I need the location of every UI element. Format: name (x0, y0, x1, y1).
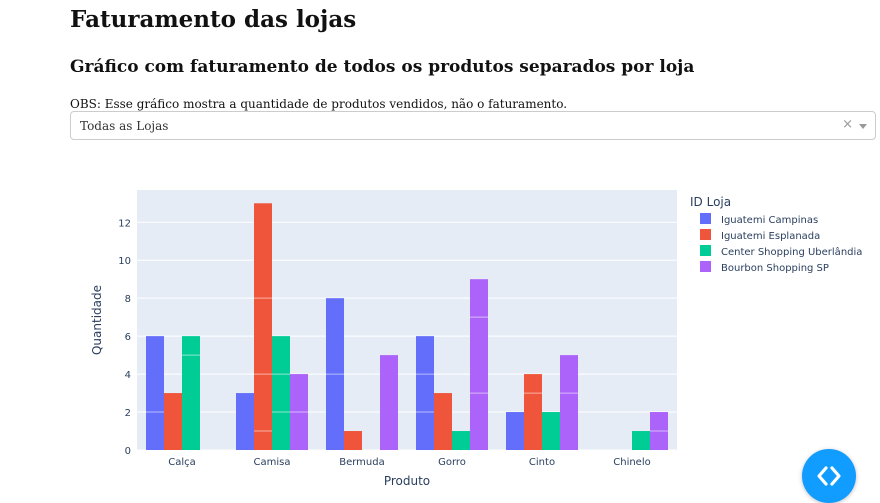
y-tick-label: 2 (125, 408, 131, 419)
x-tick-label: Gorro (438, 457, 466, 468)
code-brackets-icon (817, 466, 841, 486)
bar (164, 393, 182, 450)
bar (560, 355, 578, 450)
page-title: Faturamento das lojas (70, 6, 357, 33)
y-tick-label: 0 (125, 446, 131, 457)
x-axis-title: Produto (384, 474, 430, 488)
bar (146, 336, 164, 450)
chart-heading: Gráfico com faturamento de todos os prod… (70, 57, 695, 77)
code-toggle-button[interactable] (802, 449, 856, 503)
store-select-value: Todas as Lojas (80, 119, 169, 133)
store-select-dropdown[interactable]: Todas as Lojas × (70, 111, 876, 140)
bar (542, 412, 560, 450)
legend-swatch (700, 213, 711, 224)
legend-swatch (700, 229, 711, 240)
bar (434, 393, 452, 450)
legend-title: ID Loja (690, 195, 731, 209)
bar (632, 431, 650, 450)
y-tick-label: 4 (125, 370, 131, 381)
legend-swatch (700, 261, 711, 272)
x-tick-label: Camisa (254, 457, 291, 468)
bar (236, 393, 254, 450)
bar (416, 336, 434, 450)
y-tick-label: 6 (125, 332, 131, 343)
chevron-down-icon[interactable] (859, 124, 867, 129)
chart-note: OBS: Esse gráfico mostra a quantidade de… (70, 97, 568, 111)
legend-swatch (700, 245, 711, 256)
plot-background (137, 190, 677, 450)
x-tick-label: Calça (168, 457, 196, 468)
y-axis-title: Quantidade (90, 285, 104, 355)
bar (470, 279, 488, 450)
legend-item-label: Iguatemi Esplanada (721, 231, 820, 242)
bar (380, 355, 398, 450)
bar (524, 374, 542, 450)
bar (506, 412, 524, 450)
x-tick-label: Chinelo (613, 457, 651, 468)
x-tick-label: Cinto (529, 457, 555, 468)
bar (452, 431, 470, 450)
clear-icon[interactable]: × (842, 117, 853, 132)
bar-chart: 0 2 4 6 8 10 12 Calça Camisa Bermuda Gorro Cinto Chi… (90, 190, 862, 488)
legend-item-label: Iguatemi Campinas (721, 215, 818, 226)
bar (272, 336, 290, 450)
y-tick-label: 12 (118, 218, 131, 229)
bar (344, 431, 362, 450)
bar (254, 203, 272, 450)
x-tick-label: Bermuda (339, 457, 385, 468)
y-tick-label: 8 (125, 294, 131, 305)
legend-item-label: Bourbon Shopping SP (721, 263, 829, 274)
y-tick-label: 10 (118, 256, 131, 267)
bar (182, 336, 200, 450)
legend-item-label: Center Shopping Uberlândia (721, 246, 862, 258)
